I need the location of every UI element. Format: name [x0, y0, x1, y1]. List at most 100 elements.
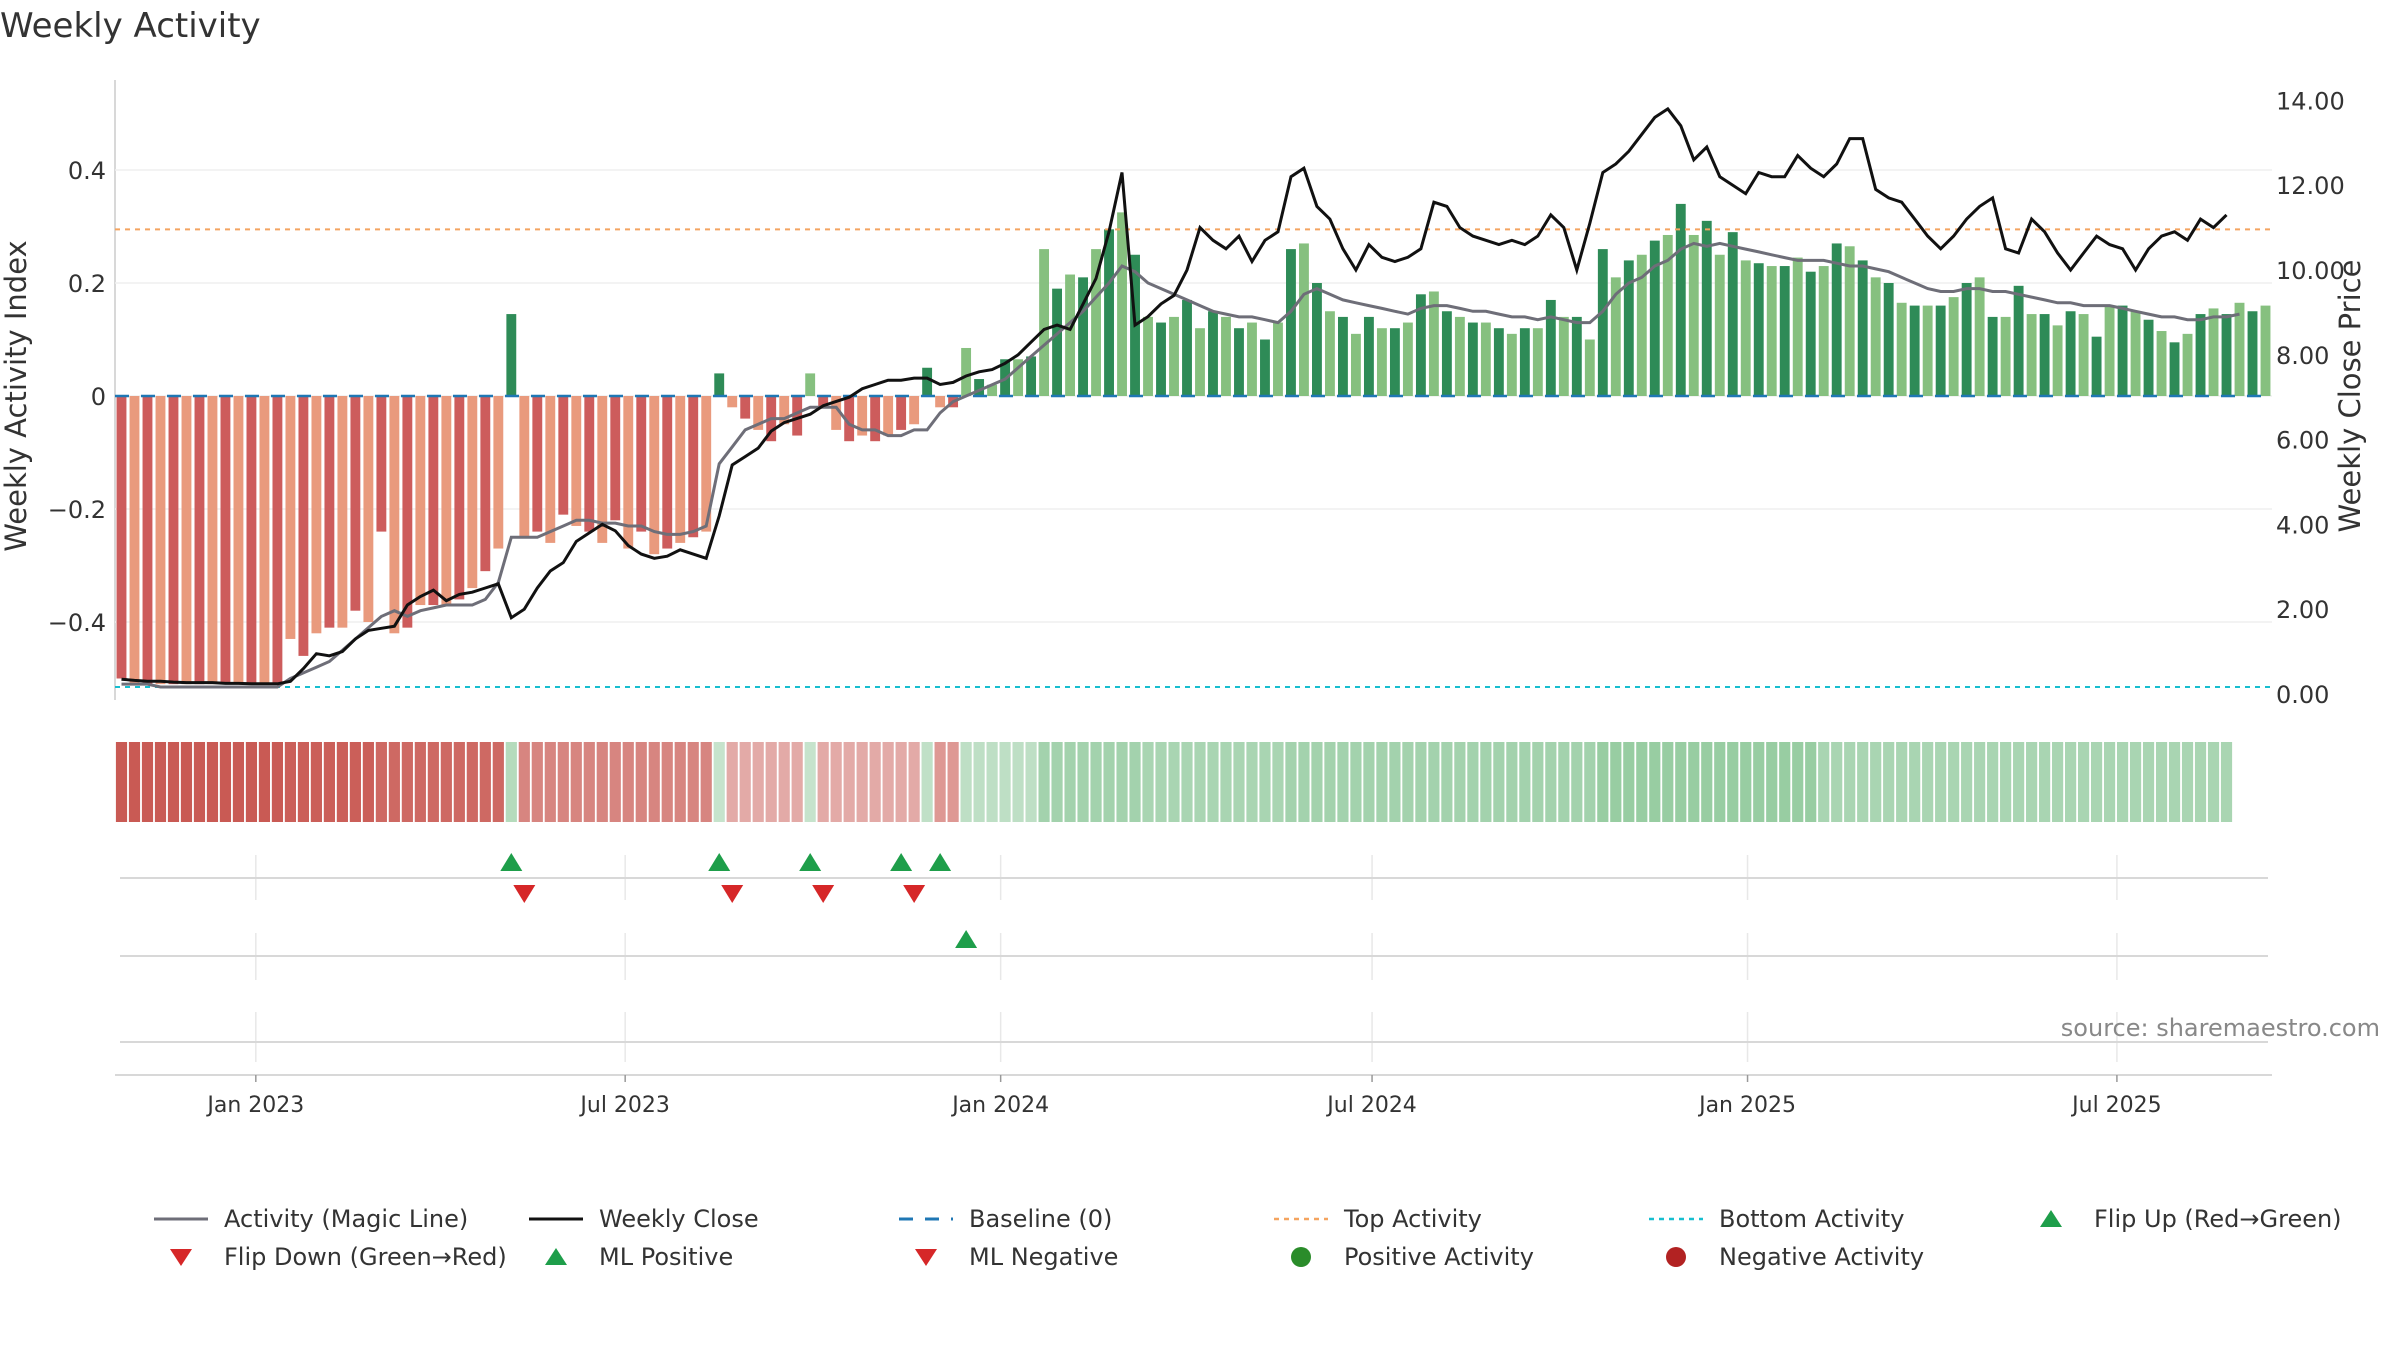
heat-cell	[1051, 742, 1063, 822]
activity-bar	[519, 396, 530, 538]
heat-cell	[1116, 742, 1128, 822]
activity-bar	[1299, 243, 1309, 396]
heat-cell	[1207, 742, 1219, 822]
heat-cell	[1584, 742, 1596, 822]
x-tick-label: Jan 2025	[1697, 1093, 1796, 1118]
activity-heat-strip	[115, 742, 2233, 822]
heat-cell	[557, 742, 569, 822]
heat-cell	[622, 742, 634, 822]
activity-bar	[1558, 316, 1569, 396]
activity-bar	[1208, 311, 1218, 396]
heat-cell	[1727, 742, 1739, 822]
legend-swatch	[1649, 1217, 1703, 1221]
heat-cell	[1090, 742, 1102, 822]
activity-bar	[233, 396, 244, 685]
heat-cell	[726, 742, 738, 822]
activity-bar	[493, 396, 504, 549]
activity-bar	[220, 396, 231, 685]
activity-bar	[2156, 331, 2167, 396]
activity-bar	[1467, 322, 1478, 396]
activity-bar	[870, 396, 881, 442]
heat-cell	[1870, 742, 1882, 822]
heat-cell	[1909, 742, 1921, 822]
magic-line-series	[121, 241, 2240, 689]
heat-cell	[986, 742, 998, 822]
heat-cell	[1298, 742, 1310, 822]
activity-bar	[2130, 311, 2141, 396]
heat-cell	[505, 742, 517, 822]
heat-cell	[271, 742, 284, 822]
activity-bar	[2013, 285, 2024, 396]
y-tick-label: −0.4	[48, 609, 106, 637]
heat-cell	[2026, 742, 2038, 822]
heat-cell	[1389, 742, 1401, 822]
heat-cell	[1285, 742, 1297, 822]
heat-cell	[2181, 742, 2194, 822]
chart-title: Weekly Activity	[0, 6, 261, 46]
activity-bar	[662, 396, 673, 549]
heat-cell	[1623, 742, 1635, 822]
legend-item: Activity (Magic Line)	[150, 1205, 468, 1233]
activity-bar	[1779, 266, 1790, 396]
activity-bar	[1623, 260, 1634, 396]
heat-cell	[1064, 742, 1076, 822]
activity-bar	[2169, 342, 2180, 396]
heat-cell	[2220, 742, 2233, 822]
activity-bar	[1143, 316, 1153, 396]
activity-bar	[1428, 291, 1439, 396]
heat-cell	[1675, 742, 1687, 822]
activity-bar	[467, 396, 478, 589]
heat-cell	[596, 742, 608, 822]
heat-cell	[2013, 742, 2025, 822]
activity-bar	[2234, 302, 2245, 396]
weekly-close-series	[121, 106, 2228, 686]
activity-bar	[1701, 220, 1712, 396]
activity-bar	[2000, 316, 2011, 396]
heat-cell	[1454, 742, 1466, 822]
heat-cell	[1883, 742, 1895, 822]
activity-bar	[1260, 339, 1270, 396]
heat-cell	[1948, 742, 1960, 822]
activity-bar	[194, 396, 205, 685]
y-axis-label: Weekly Activity Index	[0, 240, 33, 551]
legend-label: Weekly Close	[599, 1205, 759, 1233]
activity-bar	[2143, 319, 2154, 396]
heat-cell	[193, 742, 206, 822]
activity-bar	[1013, 359, 1024, 396]
activity-bar	[1831, 243, 1842, 396]
heat-cell	[2168, 742, 2181, 822]
heat-cell	[258, 742, 271, 822]
heat-cell	[1779, 742, 1791, 822]
activity-bar	[324, 396, 335, 628]
heat-cell	[1740, 742, 1752, 822]
heat-cell	[388, 742, 400, 822]
activity-bar	[298, 396, 309, 656]
activity-bar	[597, 396, 608, 543]
legend-label: Activity (Magic Line)	[224, 1205, 469, 1233]
legend-label: ML Positive	[599, 1243, 734, 1271]
activity-bar	[1571, 316, 1582, 396]
legend-label: Top Activity	[1344, 1205, 1482, 1233]
activity-bar	[1584, 339, 1595, 396]
activity-bar	[415, 396, 426, 606]
heat-cell	[843, 742, 855, 822]
activity-bar	[1415, 294, 1426, 396]
heat-cell	[479, 742, 491, 822]
activity-bar	[1363, 316, 1374, 396]
activity-bar	[428, 396, 439, 606]
heat-cell	[1441, 742, 1453, 822]
heat-cell	[1792, 742, 1804, 822]
heat-cell	[2129, 742, 2142, 822]
heat-cell	[1545, 742, 1557, 822]
legend-label: Positive Activity	[1344, 1243, 1534, 1271]
legend-label: Flip Down (Green→Red)	[224, 1243, 507, 1271]
heat-cell	[739, 742, 751, 822]
heat-cell	[1857, 742, 1869, 822]
heat-cell	[947, 742, 959, 822]
heat-cell	[765, 742, 777, 822]
heat-cell	[336, 742, 348, 822]
heat-cell	[791, 742, 803, 822]
heat-cell	[1662, 742, 1674, 822]
heat-cell	[2052, 742, 2064, 822]
heat-cell	[1701, 742, 1713, 822]
